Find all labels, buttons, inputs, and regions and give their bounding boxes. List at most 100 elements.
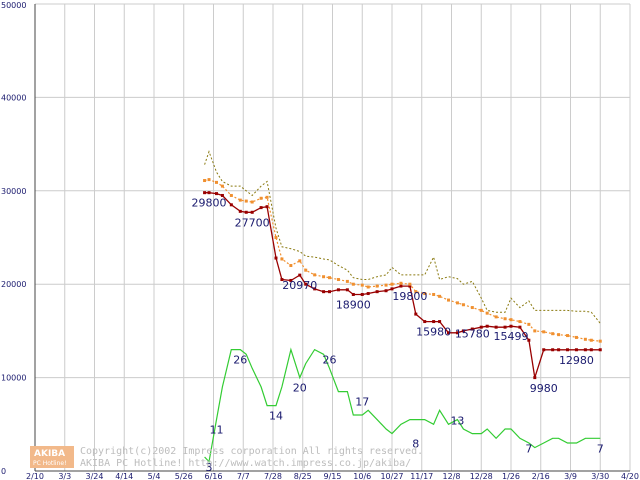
data-point-price_min — [461, 329, 465, 333]
data-label: 3 — [206, 461, 213, 474]
x-tick-label: 3/30 — [591, 472, 609, 480]
data-point-price_min — [399, 284, 403, 288]
data-point-price_avg — [207, 178, 211, 182]
data-point-price_min — [390, 287, 394, 291]
data-point-price_min — [408, 284, 412, 288]
data-label: 20970 — [282, 279, 317, 292]
data-point-price_avg — [298, 259, 302, 263]
data-point-price_min — [360, 292, 364, 296]
x-tick-labels: 2/10 3/3 3/24 4/14 5/4 5/26 6/16 7/7 7/28 8/25 9/1… — [26, 472, 639, 480]
data-point-price_min — [551, 348, 555, 352]
data-label: 14 — [269, 410, 283, 423]
series-line-price_avg — [204, 178, 601, 342]
data-point-price_min — [432, 320, 436, 324]
x-tick-label: 2/10 — [26, 472, 44, 480]
data-point-price_avg — [566, 334, 570, 338]
data-point-price_min — [289, 278, 293, 282]
data-point-price_avg — [414, 290, 418, 294]
data-point-price_min — [366, 292, 370, 296]
data-label: 26 — [233, 354, 247, 367]
data-point-price_avg — [203, 179, 207, 183]
data-point-price_min — [479, 325, 483, 329]
x-tick-label: 1/26 — [502, 472, 520, 480]
data-point-price_avg — [447, 298, 451, 302]
data-point-price_avg — [461, 303, 465, 307]
data-point-price_avg — [494, 315, 498, 319]
data-label: 12980 — [559, 354, 594, 367]
data-point-price_min — [238, 209, 242, 213]
data-point-price_min — [304, 282, 308, 286]
data-point-price_avg — [250, 200, 254, 204]
data-point-price_min — [533, 376, 537, 380]
series-line-price_min — [204, 192, 601, 378]
y-tick-label: 10000 — [1, 374, 26, 383]
data-point-price_min — [589, 348, 593, 352]
logo-text: AKIBA — [34, 449, 65, 459]
data-point-price_min — [214, 192, 218, 196]
data-point-price_avg — [542, 330, 546, 334]
data-label: 15499 — [494, 330, 529, 343]
data-point-price_min — [322, 290, 326, 294]
y-tick-label: 30000 — [1, 187, 26, 196]
data-point-price_min — [250, 210, 254, 214]
data-point-price_min — [509, 324, 513, 328]
data-point-price_avg — [583, 337, 587, 341]
data-point-price_avg — [274, 236, 278, 239]
data-point-price_avg — [574, 335, 578, 339]
data-point-price_avg — [336, 278, 340, 282]
x-tick-label: 6/16 — [205, 472, 223, 480]
x-tick-label: 7/7 — [237, 472, 250, 480]
x-tick-label: 11/17 — [410, 472, 433, 480]
axes — [34, 4, 630, 472]
data-point-price_avg — [280, 257, 284, 261]
data-point-price_min — [351, 292, 355, 296]
data-point-price_avg — [479, 308, 483, 312]
data-point-price_min — [566, 348, 570, 352]
data-point-price_min — [384, 289, 388, 293]
data-point-price_avg — [423, 292, 427, 296]
data-label: 7 — [597, 442, 604, 455]
data-point-price_avg — [390, 282, 394, 286]
x-tick-label: 12/8 — [443, 472, 461, 480]
x-tick-label: 5/26 — [175, 472, 193, 480]
data-label: 19800 — [392, 290, 427, 303]
data-point-price_min — [313, 287, 317, 291]
x-tick-label: 2/16 — [532, 472, 550, 480]
data-point-price_avg — [438, 294, 442, 298]
grid — [34, 3, 631, 472]
data-point-price_avg — [557, 333, 561, 337]
data-point-price_min — [470, 327, 474, 331]
data-point-price_min — [518, 325, 522, 329]
data-point-price_min — [414, 312, 418, 316]
data-label: 15980 — [416, 326, 451, 339]
data-point-price_min — [280, 278, 284, 282]
data-point-price_avg — [244, 199, 248, 203]
data-point-price_avg — [598, 339, 602, 343]
data-labels: 29800 27700 20970 18900 19800 15980 15780 15499… — [192, 197, 604, 474]
x-tick-label: 4/14 — [115, 472, 133, 480]
data-label: 27700 — [235, 216, 270, 229]
data-point-price_min — [455, 331, 459, 335]
copyright-watermark: AKIBA PC Hotline! Copyright(c)2002 Impre… — [30, 446, 423, 469]
data-point-price_avg — [229, 193, 233, 197]
data-point-price_avg — [589, 338, 593, 342]
data-point-price_min — [375, 290, 379, 294]
data-point-price_avg — [304, 268, 308, 272]
data-point-price_min — [336, 288, 340, 292]
data-point-price_min — [345, 288, 349, 292]
y-tick-label: 40000 — [1, 93, 26, 102]
data-point-price_avg — [527, 322, 531, 326]
data-point-price_min — [557, 348, 561, 352]
data-point-price_avg — [399, 281, 403, 285]
data-point-price_min — [542, 348, 546, 352]
data-point-price_min — [207, 191, 211, 195]
data-point-price_avg — [351, 282, 355, 286]
data-point-price_avg — [384, 283, 388, 287]
x-tick-label: 4/20 — [621, 472, 639, 480]
data-point-price_avg — [485, 311, 489, 315]
data-point-price_avg — [509, 318, 513, 322]
y-tick-label: 20000 — [1, 280, 26, 289]
series-line-shops — [204, 347, 601, 463]
data-point-price_avg — [238, 198, 242, 202]
